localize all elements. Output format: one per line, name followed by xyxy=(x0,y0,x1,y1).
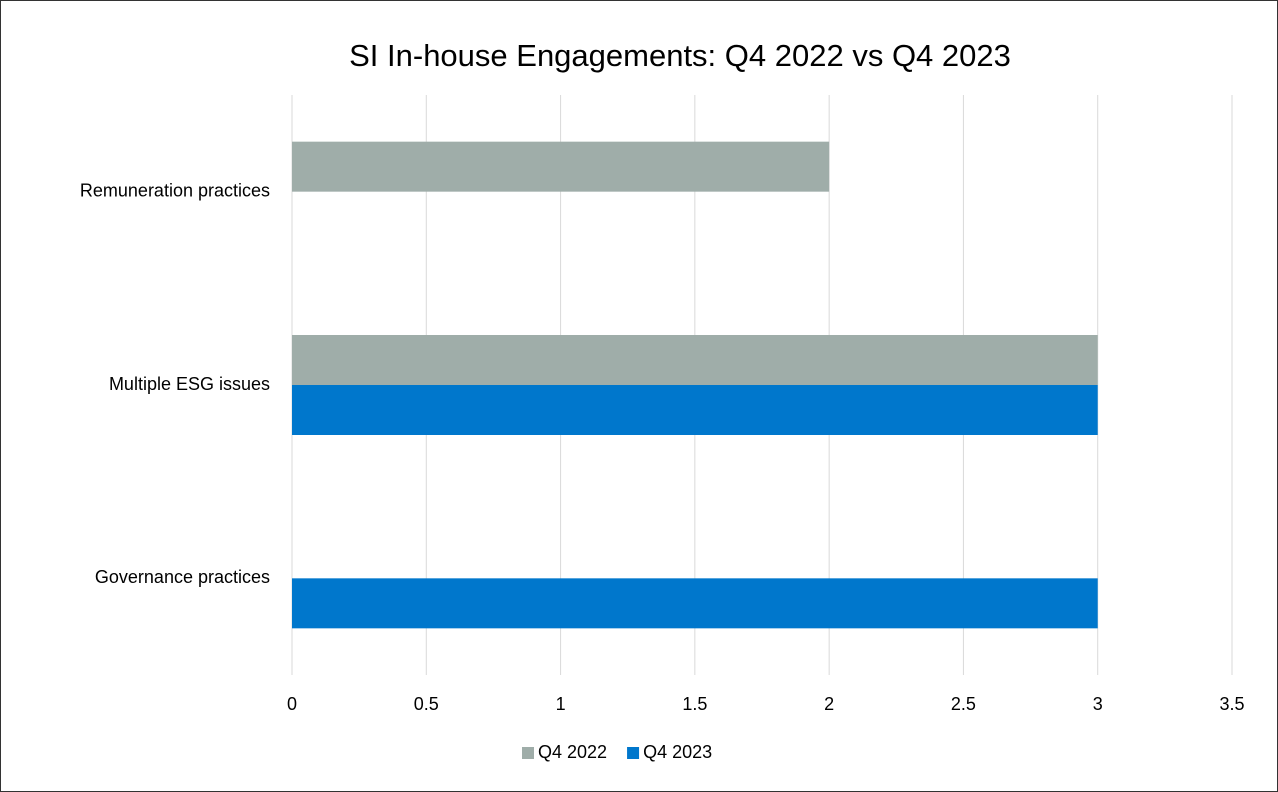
x-tick-label: 0.5 xyxy=(414,694,439,714)
x-tick-label: 2.5 xyxy=(951,694,976,714)
legend-swatch xyxy=(522,747,534,759)
x-tick-label: 3.5 xyxy=(1219,694,1244,714)
bar xyxy=(292,335,1098,385)
y-tick-label: Multiple ESG issues xyxy=(109,374,270,394)
x-tick-label: 1.5 xyxy=(682,694,707,714)
y-tick-label: Governance practices xyxy=(95,567,270,587)
x-tick-label: 2 xyxy=(824,694,834,714)
bar xyxy=(292,578,1098,629)
x-tick-label: 0 xyxy=(287,694,297,714)
legend-swatch xyxy=(627,747,640,759)
chart-title: SI In-house Engagements: Q4 2022 vs Q4 2… xyxy=(349,38,1011,73)
x-tick-label: 3 xyxy=(1093,694,1103,714)
legend-label: Q4 2023 xyxy=(643,742,712,762)
bar xyxy=(292,141,830,192)
bar xyxy=(292,385,1098,435)
x-tick-label: 1 xyxy=(556,694,566,714)
legend-label: Q4 2022 xyxy=(538,742,607,762)
y-tick-label: Remuneration practices xyxy=(80,180,270,200)
